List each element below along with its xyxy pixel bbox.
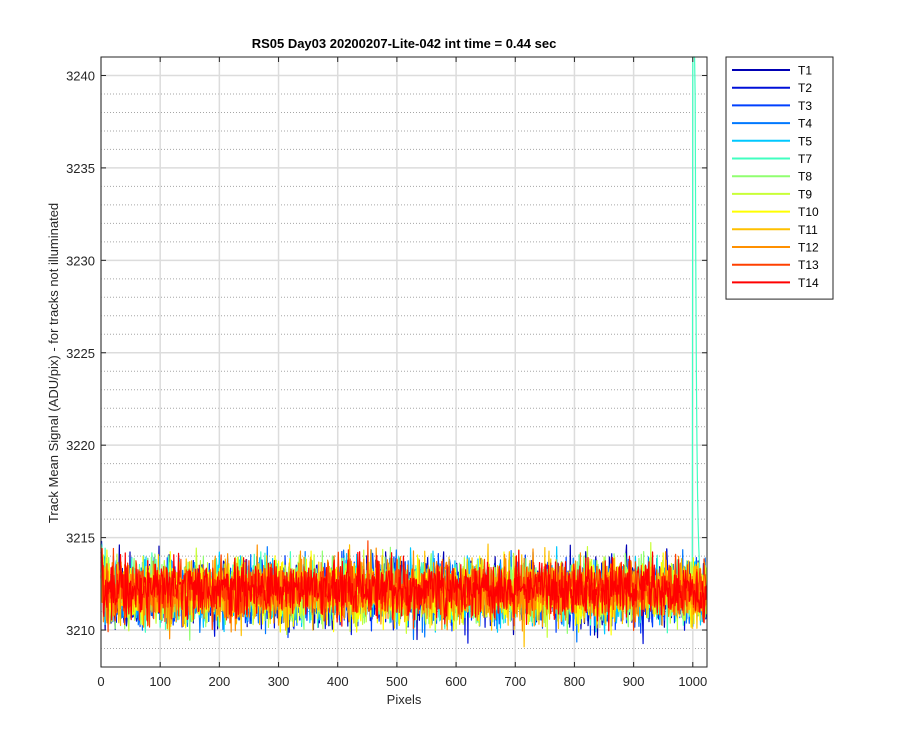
x-tick-label: 800	[564, 674, 586, 689]
legend-label-T11: T11	[798, 223, 818, 237]
x-tick-label: 700	[504, 674, 526, 689]
x-tick-label: 100	[149, 674, 171, 689]
y-tick-label: 3215	[66, 531, 95, 546]
y-tick-label: 3225	[66, 346, 95, 361]
legend-label-T13: T13	[798, 258, 819, 272]
y-tick-label: 3240	[66, 68, 95, 83]
legend-label-T3: T3	[798, 99, 812, 113]
legend-label-T10: T10	[798, 205, 819, 219]
legend-label-T9: T9	[798, 187, 812, 201]
legend: T1 T2 T3 T4 T5 T7 T8 T9 T10 T11 T12 T13 T14	[725, 56, 834, 300]
chart-title: RS05 Day03 20200207-Lite-042 int time = …	[252, 36, 557, 51]
y-axis-label: Track Mean Signal (ADU/pix) - for tracks…	[46, 203, 61, 523]
y-tick-label: 3220	[66, 438, 95, 453]
y-tick-label: 3230	[66, 253, 95, 268]
y-tick-label: 3210	[66, 623, 95, 638]
legend-label-T14: T14	[798, 276, 819, 290]
plot-area: 0 100 200 300 400 500 600 700 800 900 1000 3210 3215…	[66, 56, 708, 689]
legend-label-T7: T7	[798, 152, 812, 166]
legend-label-T1: T1	[798, 64, 812, 78]
legend-box	[725, 56, 834, 300]
x-tick-label: 1000	[678, 674, 707, 689]
axes-box	[100, 56, 708, 668]
x-tick-label: 600	[445, 674, 467, 689]
legend-label-T8: T8	[798, 170, 812, 184]
x-tick-label: 900	[623, 674, 645, 689]
x-tick-label: 400	[327, 674, 349, 689]
x-tick-label: 300	[268, 674, 290, 689]
legend-label-T4: T4	[798, 117, 812, 131]
legend-label-T5: T5	[798, 134, 812, 148]
series-line-T14	[100, 547, 708, 632]
x-axis-label: Pixels	[387, 692, 422, 707]
y-tick-label: 3235	[66, 161, 95, 176]
x-tick-label: 0	[97, 674, 104, 689]
legend-label-T2: T2	[798, 81, 812, 95]
x-tick-label: 500	[386, 674, 408, 689]
x-tick-label: 200	[209, 674, 231, 689]
legend-label-T12: T12	[798, 241, 819, 255]
